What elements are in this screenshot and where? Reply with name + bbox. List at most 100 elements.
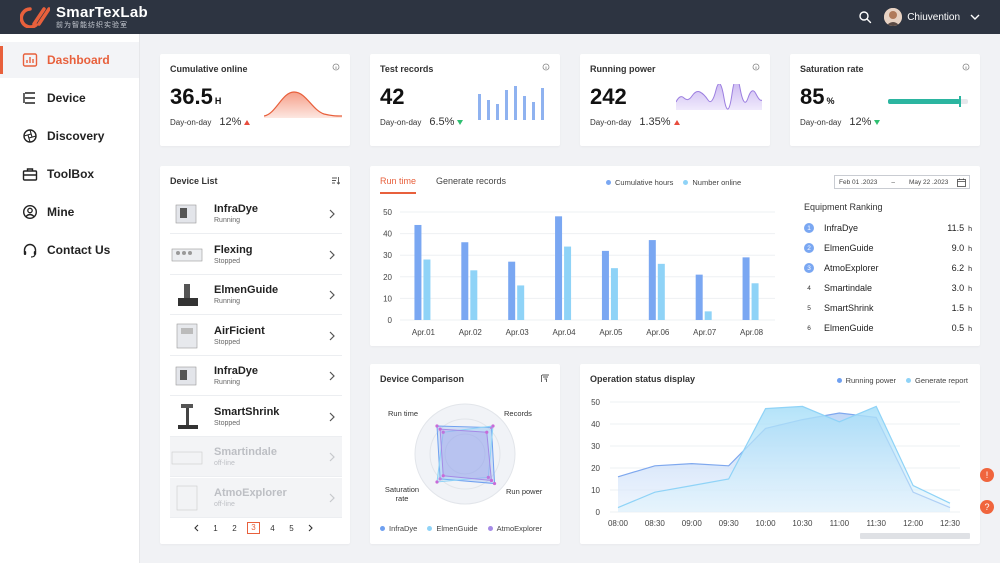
rank-unit: h bbox=[968, 326, 972, 333]
device-name: Flexing bbox=[214, 243, 253, 256]
x-tick-label: Apr.01 bbox=[412, 328, 436, 337]
rank-value: 0.5 h bbox=[951, 323, 972, 333]
x-tick-label: Apr.03 bbox=[506, 328, 530, 337]
y-tick-label: 10 bbox=[591, 486, 600, 495]
x-tick-label: 09:00 bbox=[682, 519, 703, 528]
radar-legend: InfraDye ElmenGuide AtmoExplorer bbox=[370, 524, 542, 533]
chevron-right-icon[interactable] bbox=[328, 370, 336, 382]
x-tick-label: 12:30 bbox=[940, 519, 961, 528]
legend-swatch bbox=[606, 180, 611, 185]
run-tabs: Run time Generate records bbox=[380, 176, 526, 194]
device-row[interactable]: InfraDye Running bbox=[170, 194, 342, 234]
x-tick-label: Apr.05 bbox=[599, 328, 623, 337]
device-name: Smartindale bbox=[214, 446, 277, 458]
page-4[interactable]: 4 bbox=[270, 523, 275, 533]
bar-cumulative-hours bbox=[461, 242, 469, 320]
nav-item-dashboard[interactable]: Dashboard bbox=[0, 42, 139, 78]
bar-cumulative-hours bbox=[695, 274, 703, 320]
legend-swatch bbox=[380, 526, 385, 531]
stat-card-saturation-rate: Saturation rate 85% Day-on-day 12% bbox=[790, 54, 980, 146]
device-row[interactable]: ElmenGuide Running bbox=[170, 275, 342, 315]
chevron-left-icon[interactable] bbox=[190, 524, 203, 532]
brand[interactable]: SmarTexLab 前为智能纺织实验室 bbox=[20, 5, 148, 29]
stat-card-test-records: Test records 42 Day-on-day 6.5% bbox=[370, 54, 560, 146]
pagination: 1 2 3 4 5 bbox=[190, 522, 317, 534]
info-icon[interactable] bbox=[542, 63, 550, 71]
rank-value: 11.5 h bbox=[947, 223, 972, 233]
avatar[interactable] bbox=[884, 8, 903, 26]
info-icon[interactable] bbox=[752, 63, 760, 71]
radar-point bbox=[492, 481, 497, 486]
chevron-right-icon[interactable] bbox=[328, 330, 336, 342]
y-tick-label: 10 bbox=[383, 294, 392, 303]
aperture-icon bbox=[23, 129, 37, 143]
tab-generate-records[interactable]: Generate records bbox=[436, 176, 507, 186]
stat-percent: 12% bbox=[219, 116, 242, 128]
x-tick-label: 11:30 bbox=[867, 519, 887, 528]
device-status: Stopped bbox=[214, 419, 241, 427]
sparkline-area bbox=[264, 91, 342, 118]
nav-item-mine[interactable]: Mine bbox=[0, 194, 139, 230]
device-row[interactable]: Flexing Stopped bbox=[170, 235, 342, 275]
tab-run-time[interactable]: Run time bbox=[380, 176, 417, 194]
legend-label: Generate report bbox=[915, 376, 968, 385]
nav-item-discovery[interactable]: Discovery bbox=[0, 118, 139, 154]
radar-ring bbox=[444, 433, 486, 475]
help-bubble[interactable]: ? bbox=[980, 500, 994, 514]
x-tick-label: 12:00 bbox=[903, 519, 924, 528]
filter-icon[interactable] bbox=[541, 374, 550, 383]
page-3-current[interactable]: 3 bbox=[247, 522, 260, 534]
page-2[interactable]: 2 bbox=[232, 523, 237, 533]
chevron-right-icon[interactable] bbox=[328, 208, 336, 220]
bar-number-online bbox=[470, 270, 478, 320]
page-5[interactable]: 5 bbox=[289, 523, 294, 533]
rank-device-name: ElmenGuide bbox=[824, 243, 874, 253]
chevron-right-icon[interactable] bbox=[304, 524, 317, 532]
device-name: InfraDye bbox=[214, 203, 259, 215]
chevron-right-icon[interactable] bbox=[328, 492, 336, 504]
rank-value: 3.0 h bbox=[951, 283, 972, 293]
bar-number-online bbox=[517, 285, 525, 320]
chevron-right-icon[interactable] bbox=[328, 249, 336, 261]
device-row[interactable]: AirFicient Stopped bbox=[170, 316, 342, 356]
bar-number-online bbox=[610, 268, 618, 320]
bar-cumulative-hours bbox=[555, 216, 563, 320]
info-icon[interactable] bbox=[332, 63, 340, 71]
chevron-right-icon[interactable] bbox=[328, 289, 336, 301]
x-tick-label: 09:30 bbox=[719, 519, 740, 528]
chevron-down-icon[interactable] bbox=[970, 13, 980, 21]
chevron-right-icon[interactable] bbox=[328, 451, 336, 463]
legend-swatch bbox=[836, 378, 842, 383]
nav-item-device[interactable]: Device bbox=[0, 80, 139, 116]
chevron-right-icon[interactable] bbox=[328, 411, 336, 423]
bar-number-online bbox=[751, 283, 759, 320]
page-1[interactable]: 1 bbox=[213, 523, 218, 533]
sort-icon[interactable] bbox=[331, 176, 340, 185]
username[interactable]: Chiuvention bbox=[907, 11, 960, 23]
nav-item-toolbox[interactable]: ToolBox bbox=[0, 156, 139, 192]
x-tick-label: Apr.04 bbox=[552, 328, 576, 337]
device-row[interactable]: Smartindale off-line bbox=[170, 437, 342, 477]
info-icon[interactable] bbox=[962, 63, 970, 71]
device-row[interactable]: SmartShrink Stopped bbox=[170, 397, 342, 437]
device-thumbnail bbox=[171, 248, 203, 262]
feedback-bubble[interactable]: ! bbox=[980, 468, 994, 482]
radar-point bbox=[491, 424, 495, 428]
rank-unit: h bbox=[968, 226, 972, 233]
device-row[interactable]: InfraDye Running bbox=[170, 356, 342, 396]
nav-label: Dashboard bbox=[47, 53, 110, 67]
ranking-row: 6 ElmenGuide 0.5 h bbox=[804, 318, 972, 338]
rank-number: 2 bbox=[804, 243, 814, 253]
stat-foot: Day-on-day 1.35% bbox=[590, 116, 680, 128]
saturation-bar-fill bbox=[888, 99, 960, 104]
search-icon[interactable] bbox=[858, 10, 872, 24]
date-range-picker[interactable]: Feb 01 .2023 – May 22 .2023 bbox=[834, 175, 970, 189]
top-bar: SmarTexLab 前为智能纺织实验室 Chiuvention bbox=[0, 0, 1000, 34]
nav-item-contact-us[interactable]: Contact Us bbox=[0, 232, 139, 268]
bar-cumulative-hours bbox=[601, 250, 609, 320]
bar-cumulative-hours bbox=[742, 257, 750, 320]
rank-unit: h bbox=[968, 246, 972, 253]
device-row[interactable]: AtmoExplorer off-line bbox=[170, 477, 342, 518]
nav-label: ToolBox bbox=[47, 167, 95, 181]
horizontal-scrollbar[interactable] bbox=[860, 533, 970, 539]
